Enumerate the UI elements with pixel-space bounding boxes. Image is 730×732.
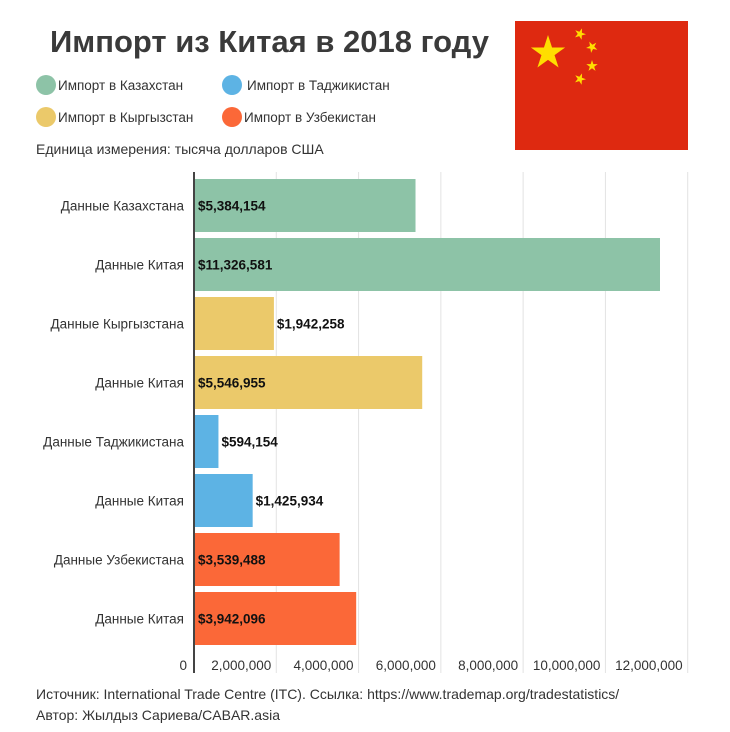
- legend-dot-icon: [222, 75, 242, 95]
- bar: [195, 592, 357, 645]
- x-tick-label: 10,000,000: [533, 658, 601, 673]
- author-note: Автор: Жылдыз Сариева/CABAR.asia: [36, 707, 280, 723]
- category-label: Данные Китая: [95, 494, 184, 509]
- star-icon: [575, 28, 586, 40]
- x-tick-label: 12,000,000: [615, 658, 683, 673]
- data-label: $1,942,258: [277, 317, 345, 332]
- legend-item-kyrgyzstan: Импорт в Кыргызстан: [36, 107, 193, 127]
- bar: [195, 415, 219, 468]
- data-label: $1,425,934: [256, 494, 324, 509]
- x-tick-label: 2,000,000: [211, 658, 271, 673]
- bar: [195, 356, 423, 409]
- category-label: Данные Казахстана: [61, 199, 185, 214]
- bar: [195, 474, 253, 527]
- legend-label: Импорт в Казахстан: [58, 77, 184, 93]
- china-flag-icon: [515, 21, 688, 150]
- data-label: $5,384,154: [198, 199, 266, 214]
- data-label: $594,154: [221, 435, 278, 450]
- bar: [195, 533, 340, 586]
- bar: [195, 238, 660, 291]
- legend-dot-icon: [36, 75, 56, 95]
- data-label: $3,539,488: [198, 553, 266, 568]
- star-icon: [575, 73, 586, 85]
- category-label: Данные Узбекистана: [54, 553, 185, 568]
- bar: [195, 179, 416, 232]
- data-label: $11,326,581: [198, 258, 273, 273]
- x-tick-label: 8,000,000: [458, 658, 518, 673]
- legend-dot-icon: [222, 107, 242, 127]
- legend-item-kazakhstan: Импорт в Казахстан: [36, 75, 183, 95]
- star-icon: [586, 41, 598, 53]
- legend-item-uzbekistan: Импорт в Узбекистан: [222, 107, 376, 127]
- category-label: Данные Китая: [95, 612, 184, 627]
- category-label: Данные Китая: [95, 258, 184, 273]
- data-label: $3,942,096: [198, 612, 266, 627]
- legend-label: Импорт в Кыргызстан: [58, 109, 194, 125]
- bar: [195, 297, 274, 350]
- legend-dot-icon: [36, 107, 56, 127]
- category-label: Данные Китая: [95, 376, 184, 391]
- category-label: Данные Таджикистана: [43, 435, 184, 450]
- data-label: $5,546,955: [198, 376, 266, 391]
- category-label: Данные Кыргызстана: [50, 317, 184, 332]
- x-tick-label: 0: [179, 658, 187, 673]
- star-icon: [530, 35, 566, 68]
- legend-item-tajikistan: Импорт в Таджикистан: [222, 75, 390, 95]
- legend-label: Импорт в Узбекистан: [244, 109, 377, 125]
- source-note: Источник: International Trade Centre (IT…: [36, 686, 620, 702]
- unit-label: Единица измерения: тысяча долларов США: [36, 141, 324, 157]
- legend-label: Импорт в Таджикистан: [247, 77, 390, 93]
- star-icon: [586, 60, 598, 71]
- bar-chart: 0 2,000,000 4,000,000 6,000,000 8,000,000 10,…: [43, 172, 689, 673]
- x-tick-label: 6,000,000: [376, 658, 436, 673]
- chart-title: Импорт из Китая в 2018 году: [50, 24, 489, 59]
- x-tick-label: 4,000,000: [294, 658, 354, 673]
